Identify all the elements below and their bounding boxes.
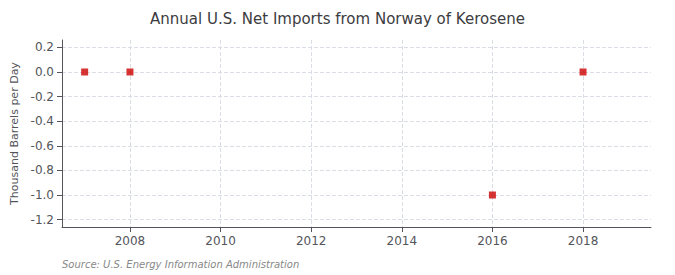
- svg-text:2008: 2008: [115, 234, 146, 248]
- svg-text:2010: 2010: [205, 234, 236, 248]
- svg-text:-0.2: -0.2: [31, 90, 54, 104]
- svg-text:0.0: 0.0: [35, 65, 54, 79]
- svg-text:2016: 2016: [477, 234, 508, 248]
- svg-text:0.2: 0.2: [35, 40, 54, 54]
- svg-text:-1.2: -1.2: [31, 213, 54, 227]
- svg-text:Annual U.S. Net Imports from N: Annual U.S. Net Imports from Norway of K…: [150, 10, 525, 28]
- svg-text:Source: U.S. Energy Informatio: Source: U.S. Energy Information Administ…: [62, 259, 299, 270]
- svg-text:-0.8: -0.8: [31, 163, 54, 177]
- svg-text:Thousand Barrels per Day: Thousand Barrels per Day: [8, 62, 21, 206]
- svg-text:-0.6: -0.6: [31, 139, 54, 153]
- svg-text:2014: 2014: [387, 234, 418, 248]
- svg-text:2012: 2012: [296, 234, 327, 248]
- svg-text:-0.4: -0.4: [31, 114, 54, 128]
- svg-text:-1.0: -1.0: [31, 188, 54, 202]
- svg-text:2018: 2018: [568, 234, 599, 248]
